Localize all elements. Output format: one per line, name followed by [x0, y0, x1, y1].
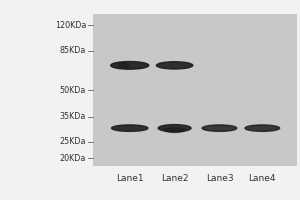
- Ellipse shape: [158, 125, 191, 132]
- Ellipse shape: [156, 62, 193, 69]
- Ellipse shape: [112, 125, 148, 131]
- Text: Lane4: Lane4: [249, 174, 276, 183]
- Ellipse shape: [118, 63, 129, 68]
- Text: Lane1: Lane1: [116, 174, 143, 183]
- Text: 25KDa: 25KDa: [60, 137, 86, 146]
- Ellipse shape: [164, 128, 185, 132]
- Text: 50KDa: 50KDa: [60, 86, 86, 95]
- Ellipse shape: [245, 125, 280, 131]
- Text: 20KDa: 20KDa: [60, 154, 86, 163]
- Text: 85KDa: 85KDa: [60, 46, 86, 55]
- Text: 35KDa: 35KDa: [60, 112, 86, 121]
- Ellipse shape: [111, 62, 149, 69]
- Text: Lane3: Lane3: [206, 174, 233, 183]
- Text: 120KDa: 120KDa: [55, 21, 86, 30]
- Text: Lane2: Lane2: [161, 174, 188, 183]
- Ellipse shape: [202, 125, 237, 131]
